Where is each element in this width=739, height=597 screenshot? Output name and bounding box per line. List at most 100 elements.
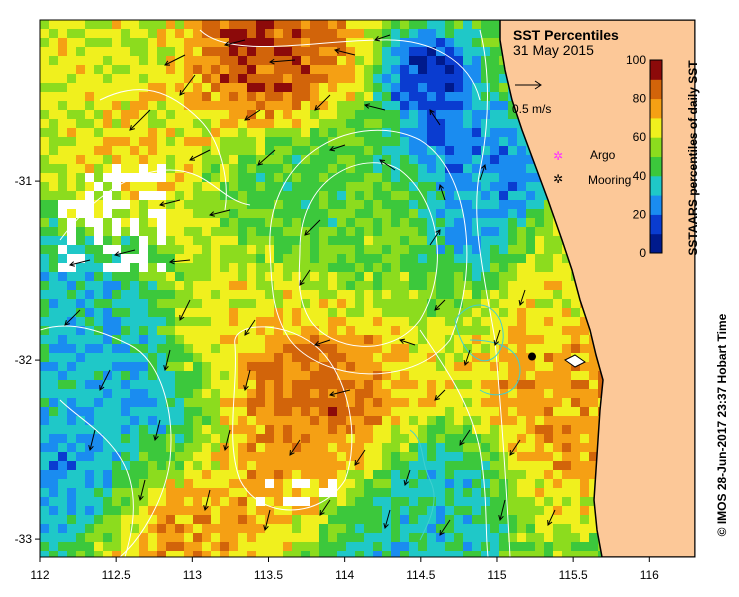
sst-cell	[337, 182, 347, 192]
sst-cell	[130, 137, 140, 147]
sst-cell	[229, 110, 239, 120]
sst-cell	[526, 164, 536, 174]
sst-cell	[193, 416, 203, 426]
sst-cell	[274, 362, 284, 372]
sst-cell	[346, 317, 356, 327]
sst-cell	[544, 452, 554, 462]
vector-scale: 0.5 m/s	[512, 80, 551, 116]
sst-cell	[526, 488, 536, 498]
sst-cell	[382, 515, 392, 525]
sst-cell	[364, 488, 374, 498]
sst-cell	[400, 155, 410, 165]
sst-cell	[418, 308, 428, 318]
sst-cell	[427, 74, 437, 84]
sst-cell	[517, 308, 527, 318]
sst-cell	[418, 371, 428, 381]
sst-cell	[535, 443, 545, 453]
sst-cell	[508, 128, 518, 138]
sst-cell	[130, 290, 140, 300]
sst-cell	[400, 542, 410, 552]
sst-cell	[103, 461, 113, 471]
sst-cell	[112, 389, 122, 399]
sst-cell	[85, 209, 95, 219]
sst-cell	[463, 362, 473, 372]
sst-cell	[166, 20, 176, 30]
sst-cell	[283, 398, 293, 408]
sst-cell	[391, 497, 401, 507]
sst-cell	[454, 542, 464, 552]
sst-cell	[418, 443, 428, 453]
current-arrow-head	[435, 229, 441, 236]
sst-cell	[229, 101, 239, 111]
sst-cell	[427, 83, 437, 93]
sst-cell	[256, 110, 266, 120]
sst-cell	[409, 47, 419, 57]
sst-cell	[355, 506, 365, 516]
sst-cell	[310, 362, 320, 372]
sst-cell	[319, 434, 329, 444]
sst-cell	[157, 290, 167, 300]
sst-cell	[112, 173, 122, 183]
sst-cell	[85, 164, 95, 174]
sst-cell	[103, 101, 113, 111]
sst-cell	[130, 335, 140, 345]
sst-cell	[265, 362, 275, 372]
sst-cell	[256, 119, 266, 129]
sst-cell	[67, 443, 77, 453]
sst-cell	[391, 227, 401, 237]
sst-cell	[40, 281, 50, 291]
colorbar-segment	[650, 195, 662, 215]
sst-cell	[364, 65, 374, 75]
sst-cell	[94, 56, 104, 66]
sst-cell	[301, 425, 311, 435]
sst-cell	[148, 227, 158, 237]
sst-cell	[499, 362, 509, 372]
sst-cell	[184, 110, 194, 120]
sst-cell	[481, 92, 491, 102]
sst-cell	[328, 443, 338, 453]
sst-cell	[436, 515, 446, 525]
sst-cell	[193, 326, 203, 336]
sst-cell	[238, 551, 248, 557]
sst-cell	[184, 371, 194, 381]
sst-cell	[148, 128, 158, 138]
sst-cell	[274, 38, 284, 48]
sst-cell	[274, 128, 284, 138]
sst-cell	[274, 101, 284, 111]
sst-cell	[121, 254, 131, 264]
sst-cell	[526, 173, 536, 183]
sst-cell	[562, 299, 572, 309]
sst-cell	[580, 452, 590, 462]
sst-cell	[112, 227, 122, 237]
x-tick-label: 114	[335, 568, 354, 582]
sst-cell	[490, 497, 500, 507]
sst-cell	[292, 524, 302, 534]
sst-cell	[220, 263, 230, 273]
sst-cell	[112, 524, 122, 534]
sst-cell	[571, 425, 581, 435]
sst-cell	[211, 38, 221, 48]
sst-cell	[121, 407, 131, 417]
sst-cell	[328, 272, 338, 282]
sst-cell	[256, 56, 266, 66]
sst-cell	[508, 182, 518, 192]
sst-cell	[454, 290, 464, 300]
sst-cell	[139, 110, 149, 120]
sst-cell	[130, 92, 140, 102]
sst-cell	[265, 272, 275, 282]
sst-cell	[580, 416, 590, 426]
sst-cell	[283, 182, 293, 192]
sst-cell	[94, 443, 104, 453]
sst-cell	[283, 371, 293, 381]
sst-cell	[400, 254, 410, 264]
sst-cell	[211, 524, 221, 534]
sst-cell	[238, 164, 248, 174]
sst-cell	[256, 443, 266, 453]
sst-cell	[220, 479, 230, 489]
sst-cell	[409, 479, 419, 489]
sst-cell	[364, 155, 374, 165]
current-arrow	[319, 499, 331, 516]
sst-cell	[391, 92, 401, 102]
sst-cell	[490, 20, 500, 30]
